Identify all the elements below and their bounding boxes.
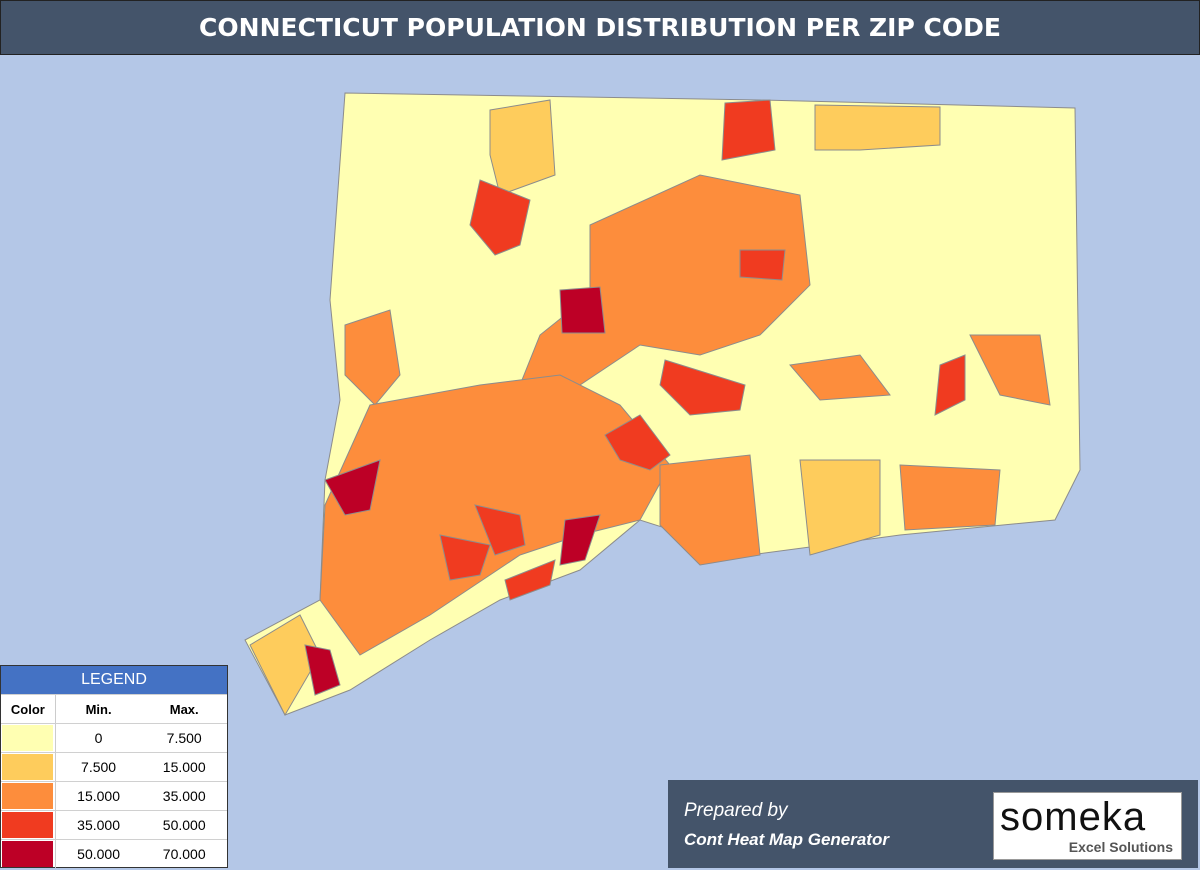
region xyxy=(814,104,941,151)
legend-row: 35.000 50.000 xyxy=(1,810,227,839)
legend-color-cell xyxy=(1,782,56,810)
legend-header-cell: Max. xyxy=(169,701,199,717)
legend-swatch xyxy=(2,725,54,751)
legend-color-cell xyxy=(1,753,56,781)
legend-min: 35.000 xyxy=(77,817,120,833)
region xyxy=(934,354,966,416)
region xyxy=(474,504,526,556)
region xyxy=(469,179,531,256)
footer: Prepared by Cont Heat Map Generator some… xyxy=(668,780,1198,868)
region xyxy=(489,99,556,196)
legend-header-cell: Color xyxy=(1,695,56,723)
generator: Cont Heat Map Generator xyxy=(684,830,889,849)
legend-max: 15.000 xyxy=(162,759,206,775)
legend: LEGEND Color Min. Max. 0 7.500 7.500 15.000 15… xyxy=(0,665,228,868)
legend-row: 7.500 15.000 xyxy=(1,752,227,781)
region xyxy=(969,334,1051,406)
legend-min: 0 xyxy=(94,730,103,746)
region xyxy=(604,414,671,471)
legend-swatch xyxy=(2,783,54,809)
map xyxy=(244,92,1081,717)
legend-color-cell xyxy=(1,840,56,868)
legend-min: 7.500 xyxy=(81,759,117,775)
region xyxy=(739,249,786,281)
legend-row: 15.000 35.000 xyxy=(1,781,227,810)
prepared-by: Prepared by xyxy=(684,800,788,821)
region xyxy=(559,286,606,334)
legend-title: LEGEND xyxy=(1,666,227,694)
logo-text: someka xyxy=(1000,795,1147,839)
region xyxy=(659,359,746,416)
legend-max: 70.000 xyxy=(162,846,206,862)
legend-max: 35.000 xyxy=(162,788,206,804)
region xyxy=(439,534,491,581)
legend-min: 50.000 xyxy=(77,846,120,862)
region xyxy=(799,459,881,556)
legend-row: 0 7.500 xyxy=(1,723,227,752)
legend-swatch xyxy=(2,754,54,780)
region xyxy=(659,454,761,566)
title: CONNECTICUT POPULATION DISTRIBUTION PER … xyxy=(0,0,1200,55)
legend-swatch xyxy=(2,841,54,867)
logo: someka Excel Solutions xyxy=(993,792,1182,860)
legend-max: 7.500 xyxy=(166,730,202,746)
legend-header: Color Min. Max. xyxy=(1,694,227,723)
region xyxy=(504,559,556,601)
state xyxy=(244,92,1081,717)
legend-min: 15.000 xyxy=(77,788,120,804)
legend-color-cell xyxy=(1,724,56,752)
region xyxy=(721,99,776,161)
region xyxy=(789,354,891,401)
region xyxy=(344,309,401,406)
legend-swatch xyxy=(2,812,54,838)
region xyxy=(324,459,381,516)
logo-subtitle: Excel Solutions xyxy=(1068,839,1173,855)
region xyxy=(304,644,341,696)
legend-row: 50.000 70.000 xyxy=(1,839,227,868)
legend-header-cell: Min. xyxy=(85,701,112,717)
region xyxy=(899,464,1001,531)
region xyxy=(559,514,601,566)
legend-max: 50.000 xyxy=(162,817,206,833)
legend-color-cell xyxy=(1,811,56,839)
